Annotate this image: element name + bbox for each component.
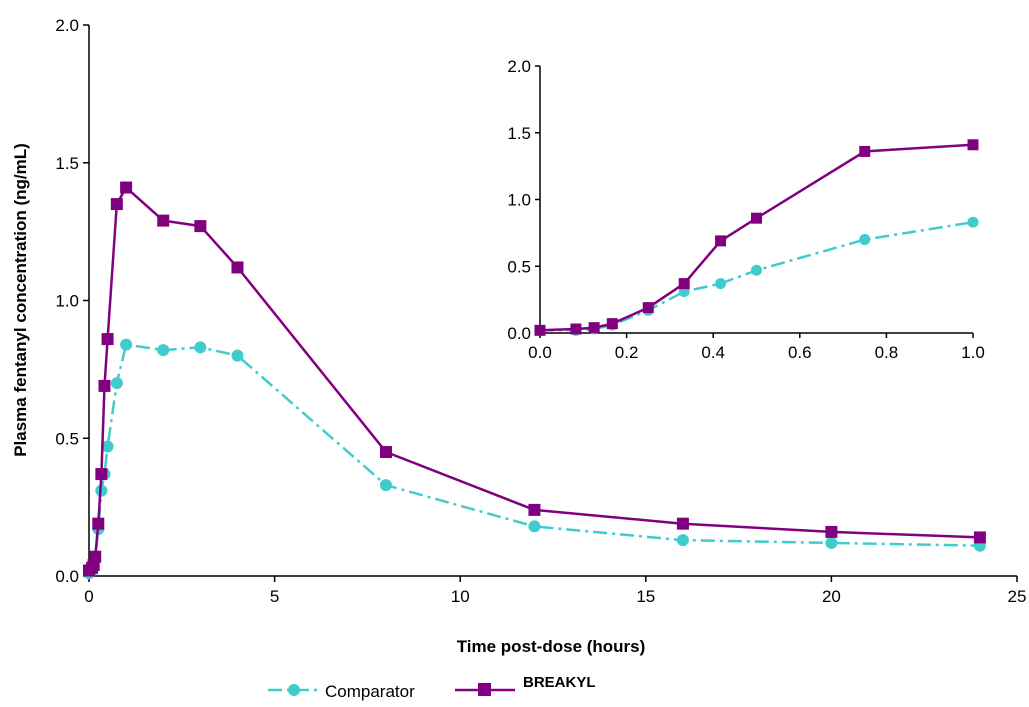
inset-point-breakyl	[588, 322, 600, 334]
main-y-tick-label: 2.0	[55, 16, 79, 35]
main-point-breakyl	[120, 181, 133, 194]
main-point-comparator	[194, 341, 207, 354]
inset-point-breakyl	[534, 324, 546, 336]
inset-point-breakyl	[715, 235, 727, 247]
main-y-tick-label: 1.5	[55, 154, 79, 173]
main-point-breakyl	[528, 503, 541, 516]
main-y-tick-label: 0.5	[55, 429, 79, 448]
inset-point-breakyl	[967, 139, 979, 151]
main-point-breakyl	[825, 525, 838, 538]
main-x-tick-label: 0	[84, 587, 93, 606]
inset-y-tick-label: 0.5	[507, 257, 531, 276]
main-point-breakyl	[231, 261, 244, 274]
inset-x-tick-label: 1.0	[961, 343, 985, 362]
legend-marker-breakyl	[478, 683, 491, 696]
main-point-breakyl	[157, 214, 170, 227]
inset-y-tick-label: 1.0	[507, 191, 531, 210]
main-x-tick-label: 25	[1008, 587, 1027, 606]
main-point-breakyl	[101, 333, 114, 346]
legend-label-comparator: Comparator	[325, 682, 415, 701]
inset-x-tick-label: 0.6	[788, 343, 812, 362]
main-point-breakyl	[194, 220, 207, 233]
inset-x-tick-label: 0.4	[701, 343, 725, 362]
inset-point-comparator	[715, 278, 727, 290]
inset-x-tick-label: 0.8	[875, 343, 899, 362]
main-point-breakyl	[110, 198, 123, 211]
inset-y-tick-label: 1.5	[507, 124, 531, 143]
inset-plot-area: 0.0 0.5 1.0 1.5 2.0 0.0 0.2 0.4 0.6 0.8 1.0	[507, 57, 984, 362]
main-x-tick-label: 15	[636, 587, 655, 606]
main-point-comparator	[528, 520, 541, 533]
main-plot-area: 0.0 0.5 1.0 1.5 2.0 0 5 10 15 20 25	[55, 16, 1026, 606]
main-point-comparator	[825, 536, 838, 549]
inset-point-breakyl	[678, 278, 690, 290]
inset-series-line-comparator	[540, 220, 974, 332]
main-point-breakyl	[98, 379, 111, 392]
main-point-breakyl	[973, 531, 986, 544]
main-point-breakyl	[95, 468, 108, 481]
inset-point-comparator	[967, 216, 979, 228]
main-x-tick-label: 10	[451, 587, 470, 606]
main-x-tick-label: 20	[822, 587, 841, 606]
main-y-tick-label: 0.0	[55, 567, 79, 586]
main-point-comparator	[120, 338, 133, 351]
main-point-comparator	[101, 440, 114, 453]
main-point-comparator	[110, 377, 123, 390]
chart-legend: Comparator BREAKYL	[268, 674, 596, 701]
inset-y-tick-label: 2.0	[507, 57, 531, 76]
inset-x-tick-label: 0.2	[615, 343, 639, 362]
inset-series-line-breakyl	[539, 143, 974, 332]
main-series-line-comparator	[88, 343, 980, 575]
y-axis-title: Plasma fentanyl concentration (ng/mL)	[11, 143, 30, 457]
x-axis-title: Time post-dose (hours)	[457, 637, 646, 656]
inset-point-breakyl	[859, 145, 871, 157]
legend-item-comparator: Comparator	[268, 682, 415, 701]
main-point-breakyl	[92, 517, 105, 530]
inset-point-breakyl	[751, 212, 762, 224]
inset-y-tick-label: 0.0	[507, 324, 531, 343]
inset-point-comparator	[751, 264, 762, 276]
inset-point-breakyl	[606, 318, 618, 330]
inset-point-breakyl	[570, 323, 582, 335]
legend-marker-comparator	[288, 684, 300, 696]
main-x-tick-label: 5	[270, 587, 279, 606]
main-point-breakyl	[379, 446, 392, 459]
main-y-tick-label: 1.0	[55, 292, 79, 311]
main-point-comparator	[379, 479, 392, 492]
inset-point-comparator	[859, 234, 871, 246]
inset-x-tick-label: 0.0	[528, 343, 552, 362]
inset-point-breakyl	[642, 302, 654, 314]
main-point-breakyl	[676, 517, 689, 530]
legend-item-breakyl: BREAKYL	[455, 674, 596, 696]
main-point-comparator	[231, 349, 244, 362]
main-point-breakyl	[89, 550, 102, 563]
legend-label-breakyl: BREAKYL	[523, 674, 596, 691]
main-point-comparator	[676, 534, 689, 547]
main-point-comparator	[157, 344, 170, 357]
